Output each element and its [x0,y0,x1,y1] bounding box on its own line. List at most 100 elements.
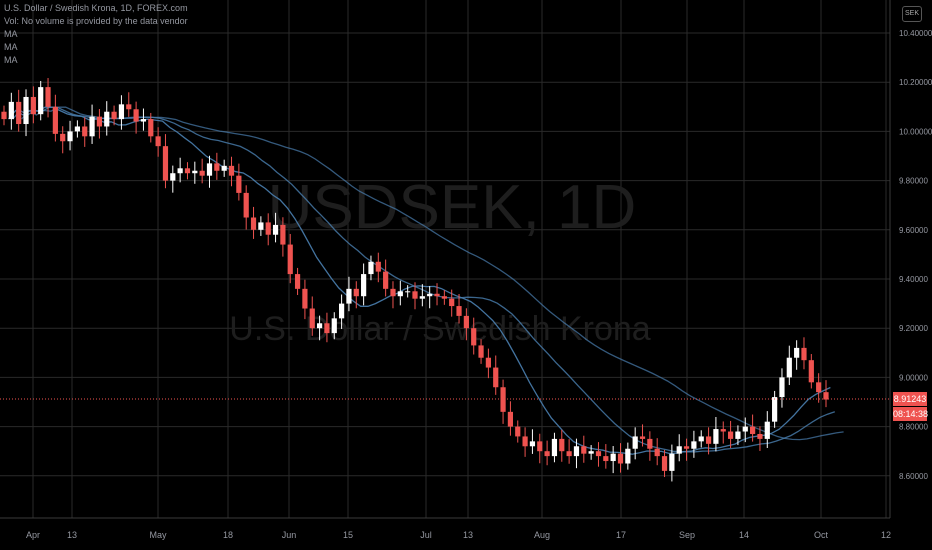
candle-body [170,173,176,181]
candle-body [221,165,227,171]
candle-body [493,367,499,388]
candle-body [647,438,653,449]
candle [45,78,51,118]
y-tick-label: 8.60000 [899,472,928,481]
candle-body [1,111,7,120]
candle-body [67,131,73,142]
x-tick-label: 18 [223,530,233,540]
candle-body [478,345,484,358]
ma-line-1 [7,106,831,455]
last-price-label: 8.91243 [893,391,927,406]
candle-body [192,170,198,174]
candle [177,157,183,183]
candle-body [133,109,139,122]
x-tick-label: Aug [534,530,550,540]
candle [302,279,308,320]
candle-body [140,119,147,122]
candle-body [581,446,587,454]
candle [779,368,785,408]
candle-body [750,426,756,434]
y-tick-label: 9.20000 [899,324,928,333]
candle [397,280,403,306]
candle [309,296,315,336]
candle-body [603,456,609,462]
candle [258,216,264,236]
candle [647,431,653,461]
candle-body [588,451,594,454]
y-tick-label: 10.40000 [899,29,932,38]
time-axis[interactable]: Apr 13 May 18 Jun 15 Jul 13 Aug 17 Sep 14 Oct 12 [0,517,891,540]
candle-body [705,436,712,444]
candle [1,105,7,126]
candle-body [111,111,117,120]
candle [595,442,602,467]
candle [581,435,587,463]
candle [60,126,66,154]
candle [757,426,763,451]
candle [823,380,829,408]
y-tick-label: 9.40000 [899,275,928,284]
legend-ma-3[interactable]: MA [4,55,18,65]
candle-body [786,357,792,378]
candle [280,217,286,257]
candle-body [23,96,29,125]
candle [192,161,198,184]
x-tick-label: 13 [67,530,77,540]
candle [485,348,491,379]
candle [346,276,352,312]
candle-body [661,456,668,471]
candle-body [727,431,734,439]
legend-ma-2[interactable]: MA [4,42,18,52]
x-tick-label: May [149,530,167,540]
price-axis[interactable]: 10.40000 10.20000 10.00000 9.80000 9.60000 9.… [889,0,932,518]
candle [221,159,227,177]
candle [368,255,374,281]
candle [111,105,117,126]
candle-body [757,433,763,439]
candle-body [265,222,271,235]
candle [250,206,257,239]
candle-body [199,170,205,176]
candle-body [228,165,235,176]
candle-body [148,119,154,137]
candle [23,89,29,137]
candle-body [89,116,95,137]
candle [265,213,271,246]
candle [683,438,690,461]
candle-body [294,274,301,289]
legend-title[interactable]: U.S. Dollar / Swedish Krona, 1D, FOREX.c… [4,3,188,13]
candle [339,294,345,329]
candle [515,420,521,443]
grid [0,0,890,518]
candle [522,427,528,457]
candle-body [184,168,191,174]
watermark-name: U.S. Dollar / Swedish Krona [229,310,650,348]
candle [713,417,719,452]
candle [507,401,514,436]
candle [529,429,536,454]
y-tick-label: 10.00000 [899,127,932,136]
currency-badge[interactable]: SEK [902,6,922,22]
candle-body [419,296,425,299]
candle [794,340,800,370]
legend-ma-1[interactable]: MA [4,29,18,39]
candle-body [794,347,800,358]
candle [331,312,337,340]
candle-body [302,288,308,309]
candle [272,212,279,243]
candle [287,233,293,284]
candle-body [375,261,381,272]
candle [383,259,389,297]
candle [500,379,506,424]
candle [463,308,469,341]
candle-body [82,126,88,137]
candle-body [96,116,103,127]
candle [427,286,433,309]
candle [52,94,58,142]
candle-body [16,101,22,125]
candle-body [74,126,80,132]
candle-body [691,441,697,449]
candle-body [8,101,14,120]
candle-body [654,448,660,457]
